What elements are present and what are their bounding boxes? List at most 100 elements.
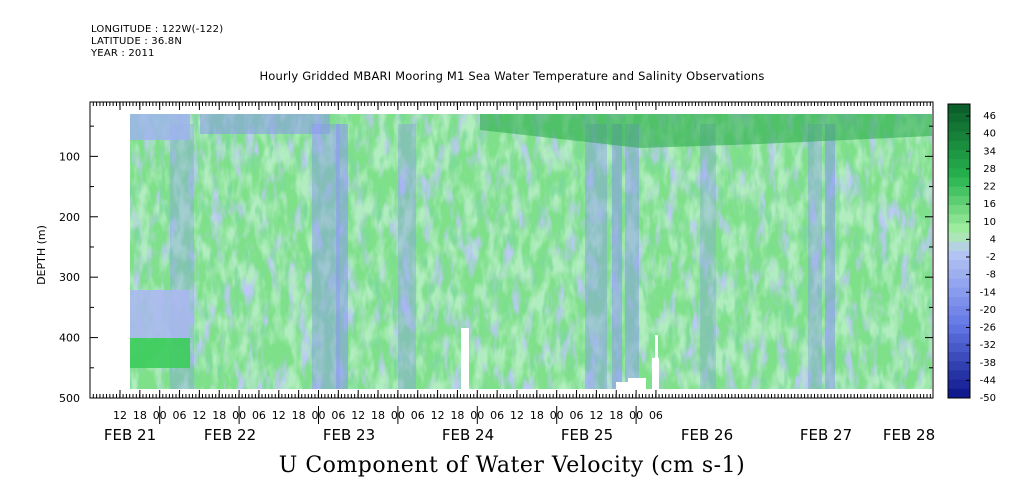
colorbar-segment (948, 241, 970, 252)
colorbar: 46 40 34 28 22 16 10 4 -2 -8 -14 -20 -26 -32 -38 -44 -50 (947, 103, 996, 404)
x-hour-tick-label: 18 (450, 409, 464, 422)
x-day-label: FEB 25 (561, 426, 613, 444)
colorbar-segment (948, 122, 970, 133)
x-hour-tick-label: 18 (530, 409, 544, 422)
early-negative-patch (130, 290, 190, 338)
chart-caption: U Component of Water Velocity (cm s-1) (278, 453, 746, 478)
colorbar-segment (948, 223, 970, 234)
colorbar-segment (948, 205, 970, 215)
x-hour-tick-label: 18 (371, 409, 385, 422)
x-hour-tick-label: 12 (589, 409, 603, 422)
surface-negative-patch (200, 114, 330, 134)
colorbar-segment (948, 296, 970, 307)
colorbar-label: 4 (990, 234, 996, 245)
y-tick-label: 400 (59, 332, 80, 345)
missing-data-gap (655, 335, 658, 359)
longitude-label: LONGITUDE : 122W(-122) (91, 24, 224, 35)
colorbar-label: -8 (986, 270, 996, 281)
plot-frame (89, 101, 934, 399)
colorbar-label: -50 (980, 393, 996, 404)
x-hour-tick-label: 06 (252, 409, 266, 422)
y-tick-label: 100 (59, 150, 80, 163)
x-day-label: FEB 27 (800, 426, 852, 444)
missing-data-gap (628, 378, 646, 389)
x-hour-tick-label: 18 (133, 409, 147, 422)
y-axis-label: DEPTH (m) (35, 225, 48, 285)
colorbar-segment (948, 352, 970, 362)
colorbar-segment (948, 251, 970, 261)
colorbar-label: -26 (980, 323, 996, 334)
colorbar-segment (948, 214, 970, 224)
surface-positive-band (480, 114, 932, 148)
colorbar-segment (948, 315, 970, 325)
colorbar-segment (948, 342, 970, 353)
negative-band (336, 124, 348, 389)
metadata-block: LONGITUDE : 122W(-122) LATITUDE : 36.8N … (91, 24, 223, 60)
colorbar-segment (948, 361, 970, 371)
colorbar-label: 40 (983, 129, 996, 140)
y-tick-label: 500 (59, 392, 80, 405)
y-tick-label: 200 (59, 211, 80, 224)
colorbar-segment (948, 269, 970, 280)
early-positive-patch (130, 338, 190, 368)
x-day-label: FEB 28 (883, 426, 935, 444)
colorbar-segment (948, 333, 970, 344)
negative-band (625, 124, 639, 389)
negative-band (612, 124, 622, 389)
colorbar-segment (948, 177, 970, 188)
colorbar-segment (948, 278, 970, 289)
year-label: YEAR : 2011 (91, 48, 155, 59)
x-hour-tick-label: 12 (192, 409, 206, 422)
colorbar-label: -38 (980, 358, 996, 369)
y-tick-label: 300 (59, 271, 80, 284)
colorbar-label: 22 (983, 182, 996, 193)
x-day-label: FEB 22 (204, 426, 256, 444)
colorbar-segment (948, 324, 970, 335)
colorbar-label: 10 (983, 217, 996, 228)
x-hour-tick-label: 18 (212, 409, 226, 422)
x-hour-tick-label: 12 (431, 409, 445, 422)
x-hour-tick-label: 06 (649, 409, 663, 422)
x-hour-tick-label: 06 (570, 409, 584, 422)
colorbar-label: -20 (980, 305, 996, 316)
negative-band (808, 124, 822, 389)
latitude-label: LATITUDE : 36.8N (91, 36, 183, 47)
colorbar-label: -44 (980, 375, 996, 386)
colorbar-segment (948, 379, 970, 390)
colorbar-label: 28 (983, 164, 996, 175)
negative-band (398, 124, 416, 389)
negative-band (312, 124, 340, 389)
colorbar-segment (948, 168, 970, 178)
colorbar-segment (948, 140, 970, 151)
colorbar-segment (948, 232, 970, 243)
colorbar-label: -2 (986, 252, 996, 263)
x-hour-tick-label: 06 (331, 409, 345, 422)
colorbar-segment (948, 149, 970, 160)
x-day-label: FEB 21 (104, 426, 156, 444)
colorbar-label: -32 (980, 340, 996, 351)
colorbar-segment (948, 260, 970, 270)
early-negative-patch (130, 114, 190, 140)
heat-strong-blotches (130, 114, 932, 389)
colorbar-segment (948, 370, 970, 381)
colorbar-segment (948, 306, 970, 316)
colorbar-segment (948, 113, 970, 123)
x-hour-tick-label: 06 (173, 409, 187, 422)
x-hour-tick-label: 06 (490, 409, 504, 422)
x-day-label: FEB 23 (323, 426, 375, 444)
axes: 12 18 00 06 12 18 00 06 12 18 00 06 12 18 00 06 12 18 00 06… (59, 102, 935, 444)
colorbar-segment (948, 131, 970, 142)
x-hour-tick-label: 12 (510, 409, 524, 422)
missing-data-gap (616, 382, 628, 389)
x-hour-tick-label: 18 (292, 409, 306, 422)
colorbar-label: 46 (983, 111, 996, 122)
x-hour-tick-label: 06 (411, 409, 425, 422)
colorbar-label: -14 (980, 287, 996, 298)
colorbar-segment (948, 287, 970, 298)
negative-band (700, 124, 716, 389)
colorbar-segment (948, 104, 970, 114)
colorbar-label: 34 (983, 146, 996, 157)
negative-band (585, 124, 607, 389)
heatmap-field (130, 114, 932, 389)
